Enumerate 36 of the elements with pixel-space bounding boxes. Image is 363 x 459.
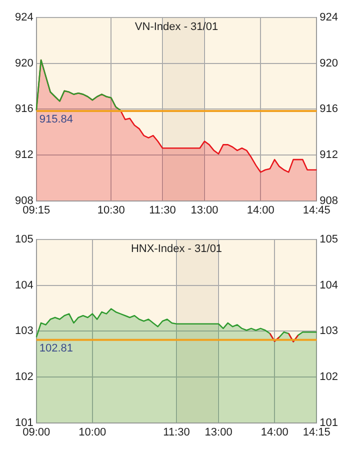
x-tick-label: 09:00	[22, 426, 50, 438]
y-tick-label: 103	[14, 325, 34, 338]
y2-tick-label: 912	[320, 149, 338, 162]
y2-tick-label: 924	[320, 12, 338, 24]
y2-tick-label: 102	[320, 371, 338, 384]
y2-tick-label: 908	[320, 194, 338, 207]
y-tick-label: 916	[14, 103, 34, 116]
x-tick-label: 14:15	[302, 426, 330, 438]
y2-tick-label: 105	[320, 234, 338, 246]
y2-tick-label: 916	[320, 103, 338, 116]
y2-tick-label: 101	[320, 416, 338, 429]
x-tick-label: 13:00	[204, 426, 232, 438]
y-tick-label: 101	[14, 416, 34, 429]
chart-title: VN-Index - 31/01	[134, 21, 218, 34]
x-tick-label: 10:00	[78, 426, 106, 438]
x-tick-label: 14:00	[260, 426, 288, 438]
y-tick-label: 102	[14, 371, 34, 384]
y-tick-label: 908	[14, 194, 34, 207]
x-tick-label: 10:30	[97, 204, 125, 216]
x-tick-label: 14:00	[246, 204, 274, 216]
y-tick-label: 924	[14, 12, 34, 24]
y-tick-label: 920	[14, 57, 34, 70]
y2-tick-label: 104	[320, 279, 338, 292]
y2-tick-label: 103	[320, 325, 338, 338]
x-tick-label: 11:30	[149, 204, 176, 216]
y-tick-label: 105	[14, 234, 34, 246]
chart-title: HNX-Index - 31/01	[130, 243, 222, 256]
y2-tick-label: 920	[320, 57, 338, 70]
x-tick-label: 14:45	[302, 204, 330, 216]
x-tick-label: 11:30	[163, 426, 190, 438]
ref-line-label: 102.81	[39, 342, 74, 354]
x-tick-label: 13:00	[190, 204, 218, 216]
ref-line-label: 915.84	[39, 114, 74, 126]
y-tick-label: 912	[14, 149, 34, 162]
y-tick-label: 104	[14, 279, 34, 292]
x-tick-label: 09:15	[22, 204, 50, 216]
